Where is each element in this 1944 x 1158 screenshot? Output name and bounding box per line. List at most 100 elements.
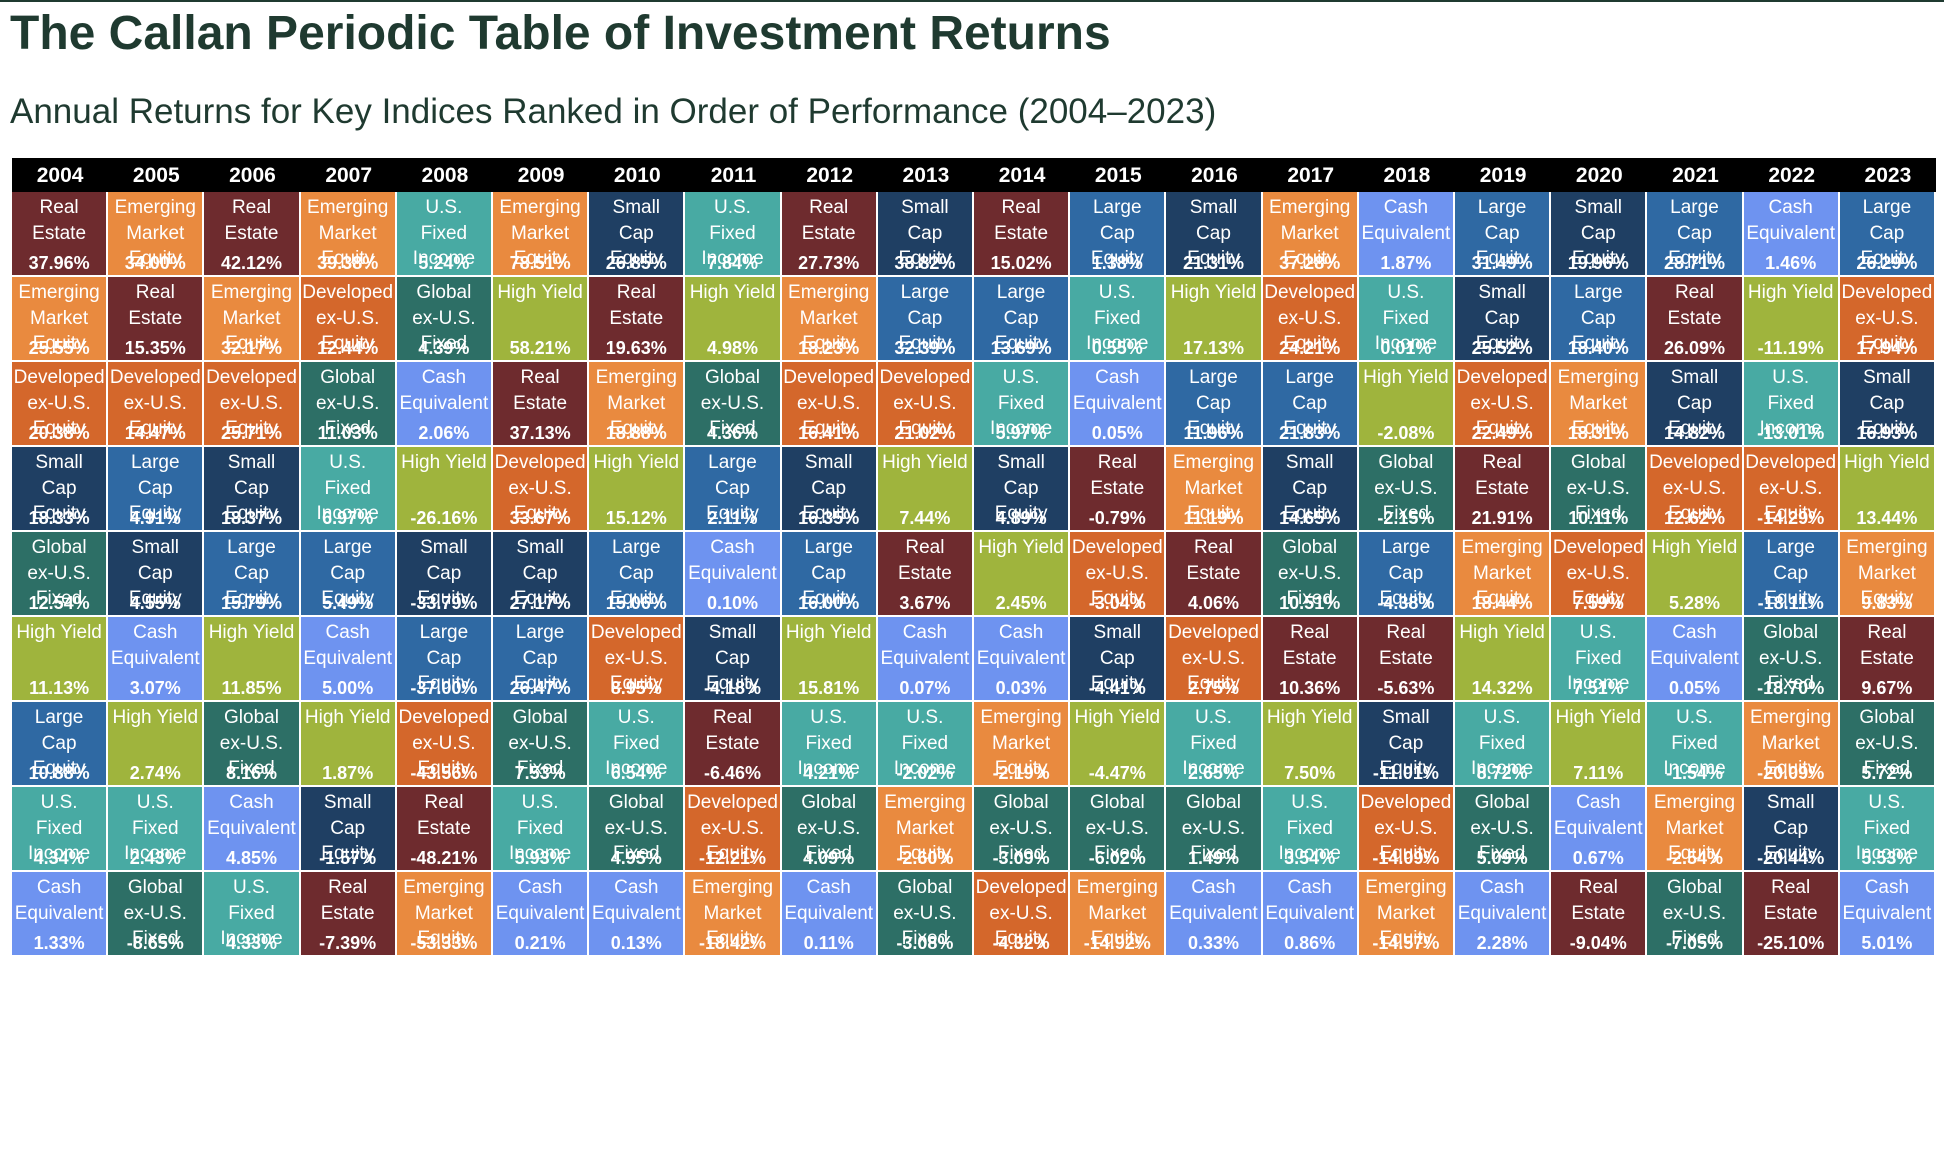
cell-2011-rank-8: Developed ex-U.S. Equity -12.21% bbox=[685, 787, 780, 870]
return-value: 2.11% bbox=[707, 508, 758, 528]
return-value: 4.34% bbox=[33, 848, 85, 868]
asset-class-label: Global ex-U.S. Fixed bbox=[508, 707, 572, 779]
cell-2013-rank-8: Emerging Market Equity -2.60% bbox=[877, 787, 972, 870]
cell-2008-rank-7: Developed ex-U.S. Equity -43.56% bbox=[396, 702, 491, 785]
cell-2005-rank-4: Large Cap Equity 4.91% bbox=[108, 447, 203, 530]
cell-2022-rank-1: Cash Equivalent 1.46% bbox=[1743, 192, 1838, 275]
year-header-2012: 2012 bbox=[781, 158, 878, 192]
cell-2013-rank-4: High Yield 7.44% bbox=[877, 447, 972, 530]
asset-class-label: High Yield bbox=[1363, 367, 1449, 388]
cell-2023-rank-4: High Yield 13.44% bbox=[1839, 447, 1934, 530]
asset-class-label: Large Cap Equity bbox=[1764, 537, 1818, 609]
asset-class-label: Real Estate bbox=[416, 792, 471, 839]
return-value: -20.09% bbox=[1757, 763, 1825, 783]
year-header-2010: 2010 bbox=[589, 158, 686, 192]
asset-class-label: Large Cap Equity bbox=[1090, 197, 1144, 269]
asset-class-label: Developed ex-U.S. Equity bbox=[1168, 622, 1259, 694]
return-value: -4.18% bbox=[703, 678, 761, 698]
asset-class-label: Cash Equivalent bbox=[688, 537, 777, 584]
return-value: 3.54% bbox=[1284, 848, 1336, 868]
asset-class-label: Small Cap Equity bbox=[1187, 197, 1240, 269]
asset-class-label: Developed ex-U.S. Equity bbox=[975, 877, 1067, 949]
asset-class-label: Emerging Market Equity bbox=[1461, 537, 1543, 609]
top-rule bbox=[0, 0, 1944, 2]
return-value: -1.57% bbox=[319, 848, 377, 868]
asset-class-label: Small Cap Equity bbox=[225, 452, 278, 524]
return-value: -18.70% bbox=[1757, 678, 1825, 698]
cell-2016-rank-9: Cash Equivalent 0.33% bbox=[1166, 872, 1261, 955]
periodic-table-grid: 2004 2005 2006 2007 2008 2009 2010 2011 2012 2013… bbox=[12, 158, 1936, 1148]
asset-class-label: U.S. Fixed Income bbox=[412, 197, 476, 269]
return-value: 31.49% bbox=[1471, 253, 1533, 273]
return-value: 7.84% bbox=[706, 253, 758, 273]
asset-class-label: Small Cap Equity bbox=[32, 452, 86, 524]
cell-2005-rank-8: U.S. Fixed Income 2.43% bbox=[108, 787, 203, 870]
return-value: 3.67% bbox=[899, 593, 951, 613]
asset-class-label: Emerging Market Equity bbox=[691, 877, 774, 949]
asset-class-label: Real Estate bbox=[897, 537, 952, 584]
cell-2005-rank-7: High Yield 2.74% bbox=[108, 702, 203, 785]
return-value: 15.35% bbox=[124, 338, 186, 358]
cell-2020-rank-6: U.S. Fixed Income 7.51% bbox=[1551, 617, 1646, 700]
asset-class-label: Small Cap Equity bbox=[898, 197, 952, 269]
asset-class-label: Developed ex-U.S. Equity bbox=[398, 707, 490, 779]
cell-2017-rank-2: Developed ex-U.S. Equity 24.21% bbox=[1262, 277, 1357, 360]
return-value: -13.01% bbox=[1757, 423, 1825, 443]
asset-class-label: Large Cap Equity bbox=[128, 452, 182, 524]
return-value: -4.47% bbox=[1088, 763, 1146, 783]
year-header-2017: 2017 bbox=[1262, 158, 1359, 192]
asset-class-label: Developed ex-U.S. Equity bbox=[1264, 282, 1356, 354]
return-value: -25.10% bbox=[1757, 933, 1825, 953]
return-value: 78.51% bbox=[509, 253, 571, 273]
cell-2017-rank-9: Cash Equivalent 0.86% bbox=[1262, 872, 1357, 955]
asset-class-label: Real Estate bbox=[1282, 622, 1337, 669]
asset-class-label: Global ex-U.S. Fixed bbox=[219, 707, 284, 779]
asset-class-label: High Yield bbox=[112, 707, 199, 728]
asset-class-label: Large Cap Equity bbox=[417, 622, 471, 694]
cell-2020-rank-8: Cash Equivalent 0.67% bbox=[1551, 787, 1646, 870]
asset-class-label: Small Cap Equity bbox=[1571, 197, 1625, 269]
cell-2012-rank-7: U.S. Fixed Income 4.21% bbox=[781, 702, 876, 785]
cell-2011-rank-6: Small Cap Equity -4.18% bbox=[685, 617, 780, 700]
asset-class-label: High Yield bbox=[1459, 622, 1545, 643]
asset-class-label: Cash Equivalent bbox=[1553, 792, 1643, 839]
asset-class-label: Emerging Market Equity bbox=[18, 282, 100, 354]
return-value: 14.47% bbox=[124, 423, 186, 443]
cell-2012-rank-9: Cash Equivalent 0.11% bbox=[781, 872, 876, 955]
year-header-2019: 2019 bbox=[1455, 158, 1552, 192]
cell-2010-rank-3: Emerging Market Equity 18.88% bbox=[589, 362, 684, 445]
cell-2013-rank-7: U.S. Fixed Income -2.02% bbox=[877, 702, 972, 785]
cell-2011-rank-7: Real Estate -6.46% bbox=[685, 702, 780, 785]
return-value: 1.87% bbox=[1380, 253, 1432, 273]
asset-class-label: Cash Equivalent bbox=[399, 367, 489, 414]
return-value: 15.12% bbox=[605, 508, 667, 528]
asset-class-label: Cash Equivalent bbox=[591, 877, 681, 924]
cell-2018-rank-3: High Yield -2.08% bbox=[1358, 362, 1453, 445]
return-value: -18.42% bbox=[698, 933, 766, 953]
return-value: -3.09% bbox=[992, 848, 1050, 868]
cell-2021-rank-7: U.S. Fixed Income -1.54% bbox=[1647, 702, 1742, 785]
return-value: -4.32% bbox=[992, 933, 1050, 953]
asset-class-label: Cash Equivalent bbox=[1746, 197, 1836, 244]
asset-class-label: Large Cap Equity bbox=[609, 537, 663, 609]
cell-2022-rank-6: Global ex-U.S. Fixed -18.70% bbox=[1743, 617, 1838, 700]
asset-class-label: U.S. Fixed Income bbox=[1470, 707, 1534, 779]
cell-2021-rank-5: High Yield 5.28% bbox=[1647, 532, 1742, 615]
return-value: 10.88% bbox=[28, 763, 90, 783]
return-value: 0.05% bbox=[1091, 423, 1143, 443]
return-value: 7.11% bbox=[1573, 763, 1624, 783]
return-value: 4.85% bbox=[225, 848, 277, 868]
cell-2007-rank-4: U.S. Fixed Income 6.97% bbox=[300, 447, 395, 530]
return-value: 4.98% bbox=[706, 338, 758, 358]
asset-class-label: Global ex-U.S. Fixed bbox=[1662, 877, 1727, 949]
asset-class-label: Real Estate bbox=[609, 282, 664, 329]
asset-class-label: Developed ex-U.S. Equity bbox=[1071, 537, 1163, 609]
cell-2022-rank-9: Real Estate -25.10% bbox=[1743, 872, 1838, 955]
return-value: -53.33% bbox=[410, 933, 478, 953]
return-value: 16.41% bbox=[798, 423, 860, 443]
asset-class-label: Real Estate bbox=[994, 197, 1049, 244]
cell-2016-rank-1: Small Cap Equity 21.31% bbox=[1166, 192, 1261, 275]
asset-class-label: Emerging Market Equity bbox=[980, 707, 1062, 779]
cell-2010-rank-6: Developed ex-U.S. Equity 8.95% bbox=[589, 617, 684, 700]
return-value: 2.74% bbox=[129, 763, 181, 783]
